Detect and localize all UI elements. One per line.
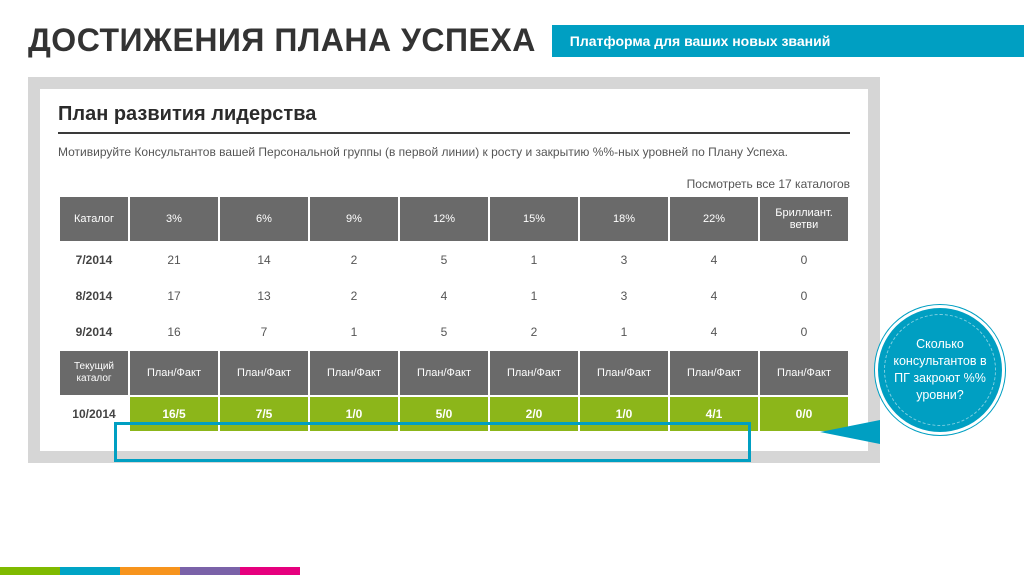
table-cell: 2 bbox=[489, 314, 579, 350]
row-label: 7/2014 bbox=[59, 242, 129, 278]
footer-stripe bbox=[0, 567, 60, 575]
subheader-cell: План/Факт bbox=[579, 350, 669, 396]
panel-description: Мотивируйте Консультантов вашей Персонал… bbox=[58, 144, 850, 161]
highlight-cell: 5/0 bbox=[399, 396, 489, 432]
subheader-cell: План/Факт bbox=[309, 350, 399, 396]
table-cell: 1 bbox=[579, 314, 669, 350]
table-cell: 4 bbox=[669, 278, 759, 314]
table-cell: 0 bbox=[759, 242, 849, 278]
callout-bubble: Сколько консультантов в ПГ закроют %% ур… bbox=[875, 305, 1005, 435]
table-row: 8/20141713241340 bbox=[59, 278, 849, 314]
col-6pct: 6% bbox=[219, 196, 309, 242]
leadership-table: Каталог 3% 6% 9% 12% 15% 18% 22% Бриллиа… bbox=[58, 195, 850, 433]
table-cell: 14 bbox=[219, 242, 309, 278]
footer-stripe bbox=[180, 567, 240, 575]
table-cell: 1 bbox=[489, 278, 579, 314]
table-cell: 21 bbox=[129, 242, 219, 278]
callout-tail bbox=[820, 420, 880, 444]
table-cell: 17 bbox=[129, 278, 219, 314]
table-cell: 2 bbox=[309, 242, 399, 278]
highlight-cell: 4/1 bbox=[669, 396, 759, 432]
highlight-cell: 16/5 bbox=[129, 396, 219, 432]
col-18pct: 18% bbox=[579, 196, 669, 242]
table-cell: 4 bbox=[669, 314, 759, 350]
table-cell: 3 bbox=[579, 278, 669, 314]
col-12pct: 12% bbox=[399, 196, 489, 242]
table-cell: 1 bbox=[309, 314, 399, 350]
row-label: 8/2014 bbox=[59, 278, 129, 314]
footer-stripe bbox=[60, 567, 120, 575]
highlight-cell: 1/0 bbox=[309, 396, 399, 432]
table-cell: 0 bbox=[759, 278, 849, 314]
table-cell: 0 bbox=[759, 314, 849, 350]
table-row: 9/2014167152140 bbox=[59, 314, 849, 350]
subheader-row: Текущий каталогПлан/ФактПлан/ФактПлан/Фа… bbox=[59, 350, 849, 396]
subheader-cell: План/Факт bbox=[129, 350, 219, 396]
col-diamond: Бриллиант. ветви bbox=[759, 196, 849, 242]
col-3pct: 3% bbox=[129, 196, 219, 242]
panel-title: План развития лидерства bbox=[58, 103, 850, 134]
panel: План развития лидерства Мотивируйте Конс… bbox=[28, 77, 880, 463]
footer-stripe bbox=[240, 567, 300, 575]
table-cell: 16 bbox=[129, 314, 219, 350]
footer-stripe bbox=[120, 567, 180, 575]
page-title: ДОСТИЖЕНИЯ ПЛАНА УСПЕХА bbox=[28, 22, 536, 59]
table-cell: 4 bbox=[669, 242, 759, 278]
table-cell: 5 bbox=[399, 314, 489, 350]
subheader-cell: План/Факт bbox=[489, 350, 579, 396]
callout-text: Сколько консультантов в ПГ закроют %% ур… bbox=[890, 336, 990, 404]
subheader-cell: План/Факт bbox=[219, 350, 309, 396]
highlight-cell: 2/0 bbox=[489, 396, 579, 432]
table-cell: 1 bbox=[489, 242, 579, 278]
col-9pct: 9% bbox=[309, 196, 399, 242]
subheader-cell: План/Факт bbox=[759, 350, 849, 396]
table-cell: 2 bbox=[309, 278, 399, 314]
col-catalog: Каталог bbox=[59, 196, 129, 242]
table-header-row: Каталог 3% 6% 9% 12% 15% 18% 22% Бриллиа… bbox=[59, 196, 849, 242]
table-cell: 5 bbox=[399, 242, 489, 278]
table-cell: 3 bbox=[579, 242, 669, 278]
row-label: 10/2014 bbox=[59, 396, 129, 432]
subheader-label: Текущий каталог bbox=[59, 350, 129, 396]
highlight-cell: 7/5 bbox=[219, 396, 309, 432]
table-cell: 13 bbox=[219, 278, 309, 314]
subheader-cell: План/Факт bbox=[669, 350, 759, 396]
col-22pct: 22% bbox=[669, 196, 759, 242]
banner: Платформа для ваших новых званий bbox=[552, 25, 1024, 57]
row-label: 9/2014 bbox=[59, 314, 129, 350]
table-cell: 7 bbox=[219, 314, 309, 350]
view-all-link[interactable]: Посмотреть все 17 каталогов bbox=[58, 177, 850, 191]
table-cell: 4 bbox=[399, 278, 489, 314]
footer-stripes bbox=[0, 567, 300, 575]
highlight-row: 10/201416/57/51/05/02/01/04/10/0 bbox=[59, 396, 849, 432]
table-row: 7/20142114251340 bbox=[59, 242, 849, 278]
col-15pct: 15% bbox=[489, 196, 579, 242]
highlight-cell: 1/0 bbox=[579, 396, 669, 432]
subheader-cell: План/Факт bbox=[399, 350, 489, 396]
